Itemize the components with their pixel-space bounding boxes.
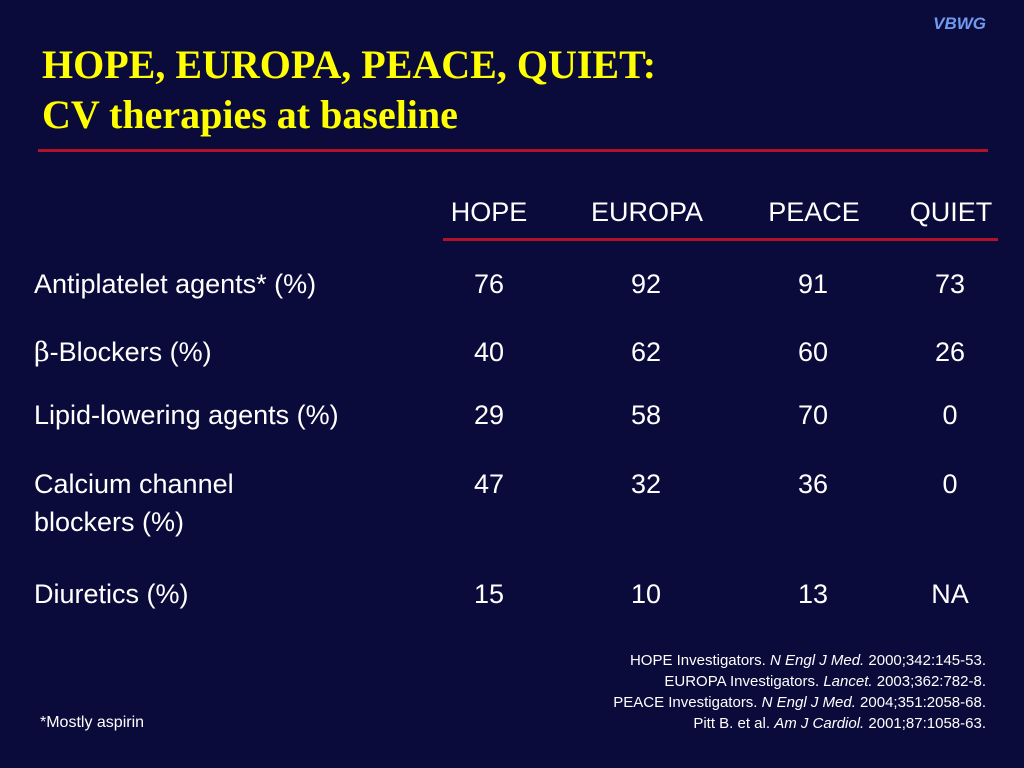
reference-citation: 2004;351:2058-68. [855,694,986,711]
reference-citation: 2000;342:145-53. [864,652,986,669]
references: HOPE Investigators. N Engl J Med. 2000;3… [613,650,986,734]
reference-item: EUROPA Investigators. Lancet. 2003;362:7… [613,671,986,692]
table-cell: 60 [797,337,829,367]
beta-symbol: β [34,337,50,368]
row-label-line-1: Calcium channel [34,469,234,499]
row-label-antiplatelet: Antiplatelet agents* (%) [34,269,317,299]
table-cell: 73 [934,269,966,299]
column-header-hope: HOPE [450,197,528,227]
table-cell: 29 [473,400,505,430]
slide-title: HOPE, EUROPA, PEACE, QUIET: CV therapies… [42,40,656,140]
row-label-calcium-channel: Calcium channel blockers (%) [34,465,234,541]
table-cell: 15 [473,579,505,609]
row-label-text: -Blockers (%) [49,337,212,367]
reference-journal: N Engl J Med. [770,652,865,669]
column-header-quiet: QUIET [909,197,993,227]
reference-authors: HOPE Investigators. [629,652,770,669]
reference-authors: Pitt B. et al. [693,715,775,732]
reference-citation: 2003;362:782-8. [872,673,986,690]
title-divider [38,149,988,152]
table-cell: NA [931,579,969,609]
reference-authors: PEACE Investigators. [613,694,762,711]
table-cell: 13 [797,579,829,609]
column-header-peace: PEACE [768,197,860,227]
table-cell: 36 [797,469,829,499]
reference-citation: 2001;87:1058-63. [864,715,986,732]
table-cell: 58 [630,400,662,430]
footnote: *Mostly aspirin [40,714,145,731]
reference-journal: N Engl J Med. [761,694,856,711]
title-line-1: HOPE, EUROPA, PEACE, QUIET: [42,42,657,87]
row-label-beta-blockers: β-Blockers (%) [34,333,212,372]
table-cell: 70 [797,400,829,430]
row-label-line-2: blockers (%) [34,507,185,537]
table-cell: 92 [630,269,662,299]
reference-journal: Am J Cardiol. [774,715,865,732]
brand-logo-text: VBWG [933,14,986,33]
reference-item: Pitt B. et al. Am J Cardiol. 2001;87:105… [613,713,986,734]
header-divider [443,238,998,241]
reference-item: HOPE Investigators. N Engl J Med. 2000;3… [613,650,986,671]
table-cell: 62 [630,337,662,367]
table-cell: 0 [942,469,958,499]
table-cell: 47 [473,469,505,499]
table-cell: 40 [473,337,505,367]
table-cell: 32 [630,469,662,499]
table-cell: 76 [473,269,505,299]
reference-journal: Lancet. [823,673,873,690]
column-header-europa: EUROPA [590,197,704,227]
row-label-diuretics: Diuretics (%) [34,579,189,609]
table-cell: 10 [630,579,662,609]
reference-item: PEACE Investigators. N Engl J Med. 2004;… [613,692,986,713]
table-cell: 26 [934,337,966,367]
reference-authors: EUROPA Investigators. [664,673,824,690]
table-cell: 91 [797,269,829,299]
title-line-2: CV therapies at baseline [42,92,458,137]
row-label-lipid-lowering: Lipid-lowering agents (%) [34,400,339,430]
table-cell: 0 [942,400,958,430]
